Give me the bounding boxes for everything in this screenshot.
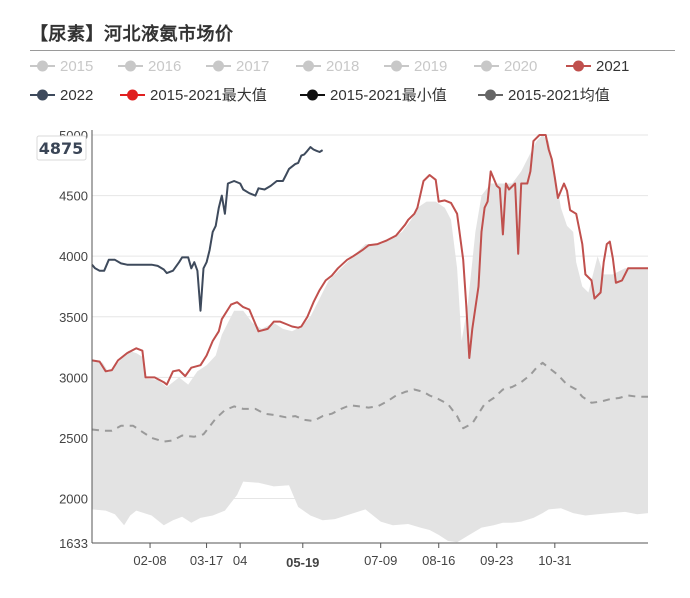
legend-swatch-dot	[37, 60, 48, 72]
y-tick-label: 2000	[59, 492, 88, 507]
legend-swatch-dot	[303, 60, 314, 72]
series-line-2015-2021均值	[91, 361, 648, 443]
legend-label: 2018	[326, 58, 359, 75]
x-tick-label: 08-16	[422, 553, 455, 568]
legend-item-2019: 2019	[384, 58, 447, 75]
legend-label: 2019	[414, 58, 447, 75]
legend-label: 2015	[60, 58, 93, 75]
y-tick-label: 2500	[59, 431, 88, 446]
legend-label: 2020	[504, 58, 537, 75]
series-line-2021	[91, 134, 648, 386]
chart-title: 【尿素】河北液氨市场价	[30, 24, 234, 45]
max-min-band	[92, 135, 648, 543]
value-tooltip: 4875	[36, 135, 87, 161]
legend-label: 2015-2021均值	[508, 87, 610, 104]
legend: 2015 2016 2017 2018 2019 2020 2021 2022 2015-202…	[30, 58, 629, 104]
x-tick-label: 07-09	[364, 553, 397, 568]
x-tick-label: 10-31	[538, 553, 571, 568]
x-tick-label: 09-23	[480, 553, 513, 568]
band-area	[92, 135, 648, 543]
legend-swatch-dot	[481, 60, 492, 72]
legend-item-2015-2021最大值: 2015-2021最大值	[120, 87, 267, 104]
legend-swatch-dot	[307, 89, 318, 101]
legend-label: 2022	[60, 87, 93, 104]
legend-label: 2016	[148, 58, 181, 75]
legend-item-2017: 2017	[206, 58, 269, 75]
y-tick-label: 3500	[59, 310, 88, 325]
x-tick-label: 02-08	[133, 553, 166, 568]
tooltip-value: 4875	[39, 139, 84, 158]
legend-item-2022: 2022	[30, 87, 93, 104]
title-divider	[30, 50, 675, 51]
legend-swatch-dot	[573, 60, 584, 72]
legend-item-2020: 2020	[474, 58, 537, 75]
legend-item-2015-2021最小值: 2015-2021最小值	[300, 87, 447, 104]
y-tick-label: 1633	[59, 536, 88, 551]
series-line-2022	[91, 146, 324, 312]
legend-swatch-dot	[485, 89, 496, 101]
legend-item-2015: 2015	[30, 58, 93, 75]
x-tick-label: 05-19	[286, 555, 319, 570]
legend-swatch-dot	[391, 60, 402, 72]
y-tick-label: 3000	[59, 370, 88, 385]
series-lines	[91, 134, 648, 443]
axes: 1633200025003000350040004500500002-0803-…	[59, 128, 648, 570]
legend-item-2015-2021均值: 2015-2021均值	[478, 87, 610, 104]
legend-swatch-dot	[127, 89, 138, 101]
legend-label: 2015-2021最大值	[150, 87, 267, 104]
legend-item-2021: 2021	[566, 58, 629, 75]
legend-label: 2021	[596, 58, 629, 75]
x-tick-label: 04	[233, 553, 247, 568]
legend-swatch-dot	[213, 60, 224, 72]
legend-label: 2017	[236, 58, 269, 75]
x-tick-label: 03-17	[190, 553, 223, 568]
y-tick-label: 4000	[59, 249, 88, 264]
legend-item-2018: 2018	[296, 58, 359, 75]
legend-swatch-dot	[125, 60, 136, 72]
legend-swatch-dot	[37, 89, 48, 101]
legend-label: 2015-2021最小值	[330, 87, 447, 104]
legend-item-2016: 2016	[118, 58, 181, 75]
y-tick-label: 4500	[59, 189, 88, 204]
